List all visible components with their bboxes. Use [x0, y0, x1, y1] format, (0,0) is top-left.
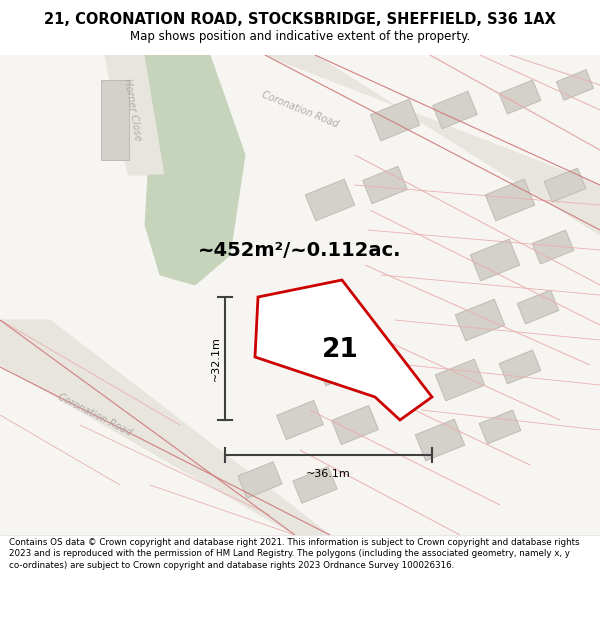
Polygon shape: [455, 299, 505, 341]
Polygon shape: [265, 55, 600, 235]
Polygon shape: [544, 168, 586, 202]
Polygon shape: [415, 419, 465, 461]
Text: Map shows position and indicative extent of the property.: Map shows position and indicative extent…: [130, 30, 470, 43]
Text: Contains OS data © Crown copyright and database right 2021. This information is : Contains OS data © Crown copyright and d…: [9, 538, 580, 570]
Polygon shape: [0, 320, 330, 535]
Polygon shape: [479, 410, 521, 444]
Polygon shape: [105, 55, 165, 175]
Text: ~36.1m: ~36.1m: [306, 469, 351, 479]
Text: Coronation Road: Coronation Road: [260, 90, 340, 130]
Polygon shape: [470, 239, 520, 281]
Polygon shape: [433, 91, 477, 129]
Text: ~452m²/~0.112ac.: ~452m²/~0.112ac.: [198, 241, 402, 259]
Polygon shape: [499, 80, 541, 114]
Polygon shape: [517, 290, 559, 324]
Polygon shape: [435, 359, 485, 401]
Polygon shape: [332, 406, 379, 444]
Polygon shape: [485, 179, 535, 221]
Polygon shape: [293, 467, 337, 503]
Text: 21, CORONATION ROAD, STOCKSBRIDGE, SHEFFIELD, S36 1AX: 21, CORONATION ROAD, STOCKSBRIDGE, SHEFF…: [44, 12, 556, 27]
Text: Coronation Road: Coronation Road: [56, 392, 134, 438]
Polygon shape: [277, 401, 323, 439]
Polygon shape: [363, 166, 407, 204]
Polygon shape: [255, 280, 432, 420]
Polygon shape: [305, 179, 355, 221]
Text: 21: 21: [322, 337, 358, 363]
Polygon shape: [145, 55, 245, 285]
Polygon shape: [499, 350, 541, 384]
Text: ~32.1m: ~32.1m: [211, 336, 221, 381]
Polygon shape: [101, 80, 129, 160]
Polygon shape: [556, 70, 593, 100]
Text: Horner Close: Horner Close: [122, 78, 142, 142]
Polygon shape: [370, 99, 420, 141]
Polygon shape: [315, 344, 365, 386]
Polygon shape: [238, 462, 282, 498]
Polygon shape: [532, 230, 574, 264]
